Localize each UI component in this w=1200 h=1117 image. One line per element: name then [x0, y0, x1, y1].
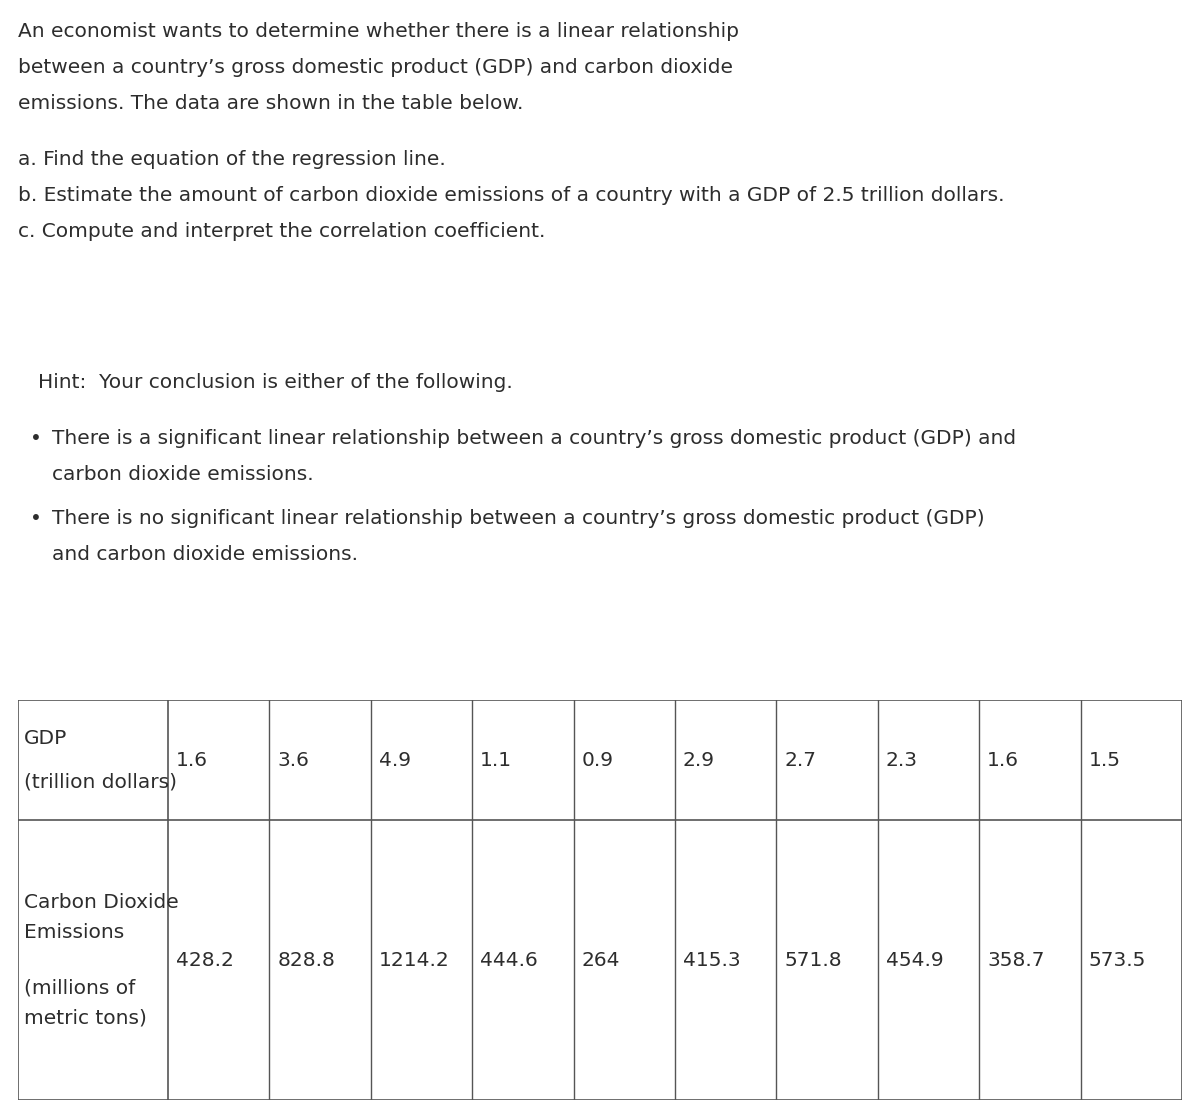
- Text: There is no significant linear relationship between a country’s gross domestic p: There is no significant linear relations…: [52, 509, 985, 528]
- Text: GDP: GDP: [24, 728, 67, 747]
- Text: 1214.2: 1214.2: [379, 951, 450, 970]
- Text: There is a significant linear relationship between a country’s gross domestic pr: There is a significant linear relationsh…: [52, 429, 1016, 448]
- Text: 444.6: 444.6: [480, 951, 538, 970]
- Text: emissions. The data are shown in the table below.: emissions. The data are shown in the tab…: [18, 94, 523, 113]
- Text: An economist wants to determine whether there is a linear relationship: An economist wants to determine whether …: [18, 22, 739, 41]
- Text: 454.9: 454.9: [886, 951, 943, 970]
- Text: 264: 264: [582, 951, 620, 970]
- Text: 415.3: 415.3: [683, 951, 740, 970]
- Text: 2.3: 2.3: [886, 751, 918, 770]
- Text: 4.9: 4.9: [379, 751, 410, 770]
- Text: Emissions: Emissions: [24, 923, 125, 942]
- Text: 1.1: 1.1: [480, 751, 512, 770]
- Text: metric tons): metric tons): [24, 1009, 146, 1028]
- Text: 358.7: 358.7: [988, 951, 1045, 970]
- Text: 571.8: 571.8: [785, 951, 842, 970]
- Text: •: •: [30, 429, 42, 448]
- Text: a. Find the equation of the regression line.: a. Find the equation of the regression l…: [18, 150, 445, 169]
- Text: (millions of: (millions of: [24, 978, 136, 997]
- Text: 1.5: 1.5: [1088, 751, 1121, 770]
- Text: 2.9: 2.9: [683, 751, 715, 770]
- Text: Carbon Dioxide: Carbon Dioxide: [24, 892, 179, 911]
- Text: carbon dioxide emissions.: carbon dioxide emissions.: [52, 465, 313, 484]
- Text: 2.7: 2.7: [785, 751, 816, 770]
- Text: c. Compute and interpret the correlation coefficient.: c. Compute and interpret the correlation…: [18, 222, 545, 241]
- Text: between a country’s gross domestic product (GDP) and carbon dioxide: between a country’s gross domestic produ…: [18, 58, 733, 77]
- Text: 428.2: 428.2: [176, 951, 234, 970]
- Text: 573.5: 573.5: [1088, 951, 1146, 970]
- Text: 828.8: 828.8: [277, 951, 335, 970]
- Text: b. Estimate the amount of carbon dioxide emissions of a country with a GDP of 2.: b. Estimate the amount of carbon dioxide…: [18, 187, 1004, 206]
- Text: 0.9: 0.9: [582, 751, 613, 770]
- Text: •: •: [30, 509, 42, 528]
- Text: (trillion dollars): (trillion dollars): [24, 773, 178, 792]
- Text: 1.6: 1.6: [176, 751, 208, 770]
- Text: Hint:  Your conclusion is either of the following.: Hint: Your conclusion is either of the f…: [38, 373, 512, 392]
- Text: and carbon dioxide emissions.: and carbon dioxide emissions.: [52, 545, 358, 564]
- Text: 1.6: 1.6: [988, 751, 1019, 770]
- Text: 3.6: 3.6: [277, 751, 310, 770]
